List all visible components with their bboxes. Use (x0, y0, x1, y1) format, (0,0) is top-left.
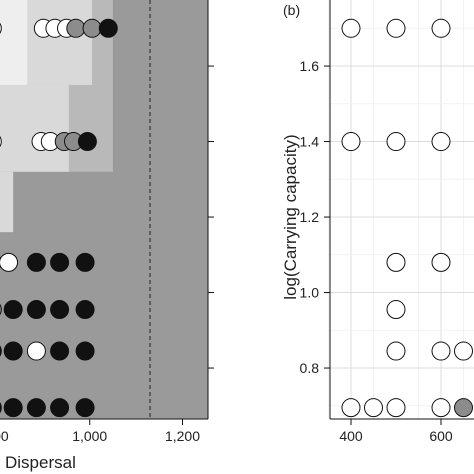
point-a-12 (77, 132, 97, 152)
y-tick-label-1: 1.0 (300, 285, 320, 301)
point-a-19 (3, 300, 23, 320)
point-a-4 (66, 18, 86, 38)
point-b-16 (454, 398, 473, 418)
point-a-20 (26, 300, 46, 320)
point-a-0 (0, 22, 2, 34)
panel-b-plot: 0.8 1.0 1.2 1.4 1.6 400 600 log(Carrying capaci… (281, 0, 474, 444)
point-a-21 (50, 300, 70, 320)
point-a-29 (3, 398, 23, 418)
y-tick-label-1.4: 1.4 (300, 134, 320, 150)
point-b-5 (431, 132, 451, 152)
point-b-9 (386, 341, 406, 361)
point-a-22 (75, 300, 95, 320)
point-a-30 (26, 398, 46, 418)
point-b-0 (341, 18, 361, 38)
point-a-5 (82, 18, 102, 38)
point-a-16 (50, 252, 70, 272)
x-axis-title: Dispersal (5, 453, 76, 472)
point-b-8 (386, 300, 406, 320)
point-b-1 (386, 18, 406, 38)
panel-a-plot: 800 1,000 1,200 Dispersal (0, 0, 214, 472)
background-region-6 (0, 171, 14, 233)
point-a-15 (26, 252, 46, 272)
x-tick-label-b-400: 400 (339, 428, 363, 444)
point-b-3 (341, 132, 361, 152)
point-b-7 (431, 252, 451, 272)
point-a-28 (0, 402, 2, 414)
point-b-13 (364, 398, 383, 418)
point-a-6 (98, 18, 118, 38)
point-b-14 (386, 398, 406, 418)
point-b-10 (431, 341, 451, 361)
point-a-18 (0, 303, 2, 316)
point-b-15 (431, 398, 451, 418)
x-tick-label-800: 800 (0, 428, 9, 444)
point-b-4 (386, 132, 406, 152)
point-b-12 (341, 398, 361, 418)
point-a-24 (3, 341, 23, 361)
point-a-32 (75, 398, 95, 418)
background-region-5 (0, 0, 28, 85)
x-tick-label-1000: 1,000 (72, 428, 107, 444)
point-a-31 (50, 398, 70, 418)
point-b-2 (431, 18, 451, 38)
point-a-7 (0, 135, 2, 148)
panel-b-label: (b) (283, 2, 300, 18)
point-b-11 (454, 341, 473, 361)
point-a-26 (50, 341, 70, 361)
point-a-27 (75, 341, 95, 361)
x-tick-label-b-600: 600 (429, 428, 453, 444)
point-a-17 (75, 252, 95, 272)
y-tick-label-1.2: 1.2 (300, 209, 320, 225)
point-a-25 (26, 341, 46, 361)
background-region-3 (0, 84, 69, 172)
y-axis-title: log(Carrying capacity) (281, 134, 300, 299)
y-tick-label-1.6: 1.6 (300, 58, 320, 74)
point-b-6 (386, 252, 406, 272)
x-tick-label-1200: 1,200 (165, 428, 200, 444)
point-a-23 (0, 345, 2, 357)
point-a-14 (0, 252, 19, 272)
y-tick-label-0.8: 0.8 (300, 360, 320, 376)
